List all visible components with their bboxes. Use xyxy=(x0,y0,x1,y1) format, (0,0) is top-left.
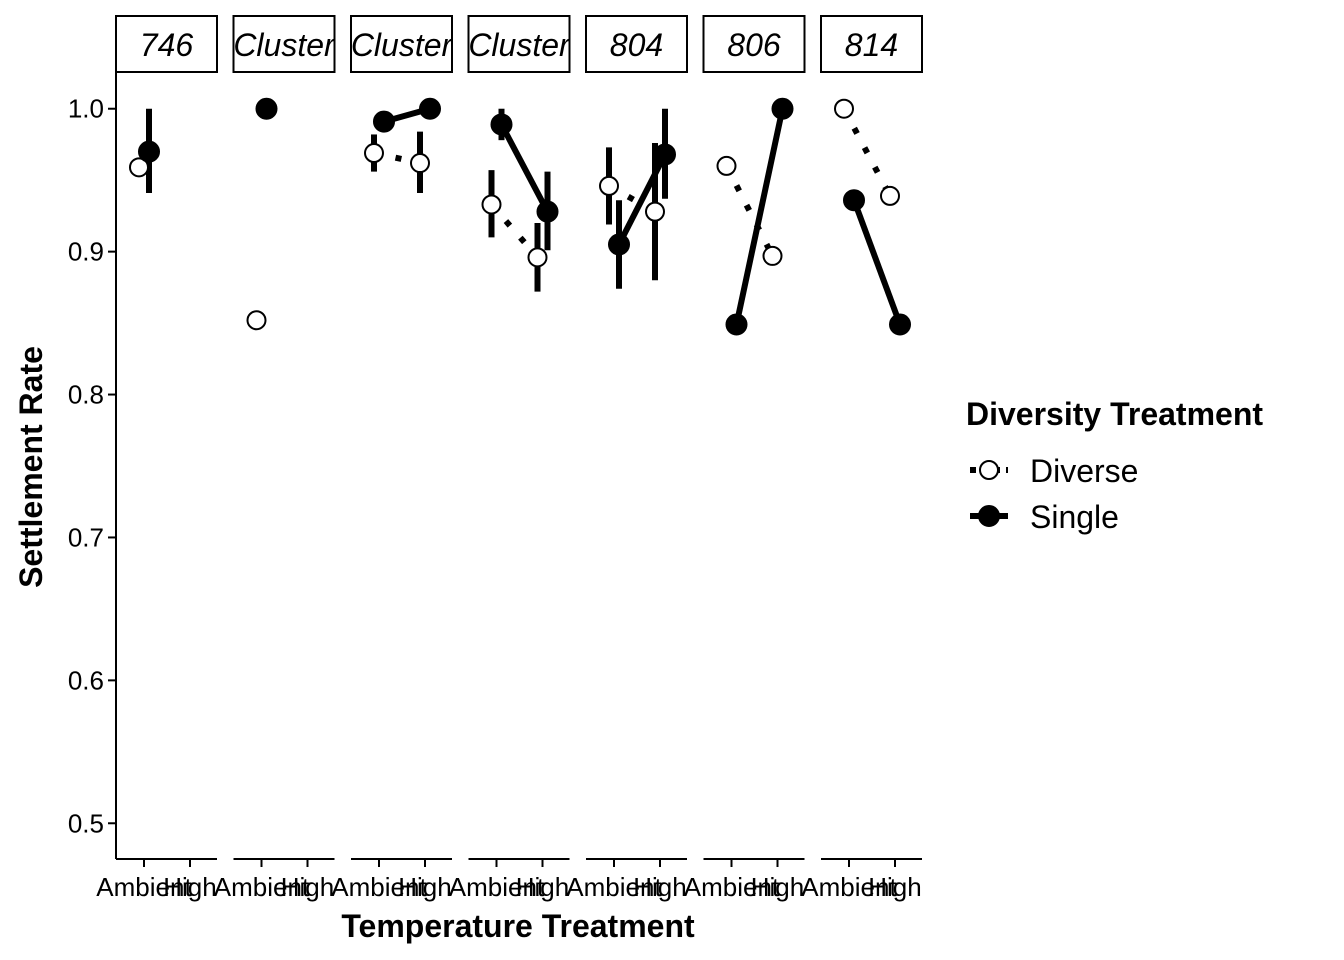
single-point xyxy=(889,313,911,336)
diverse-point xyxy=(599,175,619,196)
facet-strip-label: Cluster xyxy=(233,27,336,63)
diverse-point xyxy=(645,201,665,222)
x-tick-label: High xyxy=(868,872,921,902)
x-axis: AmbientHighAmbientHighAmbientHighAmbient… xyxy=(96,858,922,902)
x-tick-label: Ambient xyxy=(566,872,662,902)
single-point xyxy=(771,97,794,120)
facet-strip-label: 806 xyxy=(727,27,781,63)
facet-strip-box xyxy=(115,15,218,73)
single-series-line xyxy=(733,108,786,326)
single-point xyxy=(843,189,865,212)
plot-marks xyxy=(129,97,911,336)
diverse-series-line xyxy=(841,107,893,198)
y-tick-label: 0.8 xyxy=(68,380,104,410)
legend: Diversity Treatment Diverse Single xyxy=(966,396,1263,535)
diverse-point xyxy=(527,247,548,268)
single-point xyxy=(490,113,513,136)
x-tick-label: High xyxy=(163,872,216,902)
facet-strip-box xyxy=(820,15,923,73)
y-tick-label: 0.6 xyxy=(68,665,104,695)
single-series-line xyxy=(851,199,903,326)
x-tick-label: High xyxy=(516,872,569,902)
diverse-point xyxy=(834,98,854,119)
x-tick-label: Ambient xyxy=(684,872,780,902)
single-point xyxy=(725,313,748,336)
diverse-point xyxy=(129,157,149,178)
legend-key-point xyxy=(979,460,999,480)
y-tick-label: 1.0 xyxy=(68,94,104,124)
facet-strip-box xyxy=(232,15,336,73)
facet-strip-box xyxy=(350,15,453,73)
x-tick-label: High xyxy=(398,872,451,902)
y-tick-label: 0.5 xyxy=(68,808,104,838)
x-tick-label: Ambient xyxy=(449,872,545,902)
single-point xyxy=(255,97,278,120)
legend-key-point xyxy=(978,505,1000,527)
x-tick-label: Ambient xyxy=(214,872,310,902)
facet-strip-box xyxy=(467,15,571,73)
diverse-series-line xyxy=(373,150,421,166)
single-point xyxy=(138,140,160,163)
single-point xyxy=(419,97,441,120)
diverse-series-line xyxy=(607,183,657,215)
facet-strips: 746 Cluster Cluster Cluster 804 806 814 xyxy=(115,15,923,73)
y-axis-title: Settlement Rate xyxy=(13,346,49,588)
facet-strip-label: Cluster xyxy=(468,27,571,63)
single-point xyxy=(373,110,395,133)
single-point xyxy=(654,143,676,166)
x-tick-label: Ambient xyxy=(801,872,897,902)
x-axis-title: Temperature Treatment xyxy=(341,908,695,944)
x-tick-label: High xyxy=(281,872,334,902)
x-tick-label: High xyxy=(633,872,686,902)
diverse-point xyxy=(364,143,384,164)
single-series-line xyxy=(616,153,668,246)
legend-label: Diverse xyxy=(1030,453,1138,489)
diverse-series-line xyxy=(489,202,540,260)
single-point xyxy=(608,233,630,256)
diverse-point xyxy=(880,185,900,206)
x-tick-label: Ambient xyxy=(96,872,192,902)
diverse-point xyxy=(762,245,783,266)
diverse-point xyxy=(481,194,502,215)
diverse-point xyxy=(410,153,430,174)
facet-strip-label: 804 xyxy=(610,27,663,63)
facet-strip-box xyxy=(702,15,806,73)
single-point xyxy=(536,200,559,223)
facet-strip-label: 746 xyxy=(140,27,194,63)
facet-strip-label: Cluster xyxy=(351,27,454,63)
facet-strip-label: 814 xyxy=(845,27,898,63)
diverse-point xyxy=(716,155,737,176)
y-axis: 0.5 0.6 0.7 0.8 0.9 1.0 xyxy=(68,73,117,859)
single-series-line xyxy=(498,123,551,214)
facet-strip-box xyxy=(585,15,688,73)
x-tick-label: High xyxy=(751,872,804,902)
y-tick-label: 0.9 xyxy=(68,237,104,267)
y-tick-label: 0.7 xyxy=(68,522,104,552)
legend-title: Diversity Treatment xyxy=(966,396,1263,432)
diverse-point xyxy=(246,310,267,331)
x-tick-label: Ambient xyxy=(331,872,427,902)
legend-label: Single xyxy=(1030,499,1119,535)
